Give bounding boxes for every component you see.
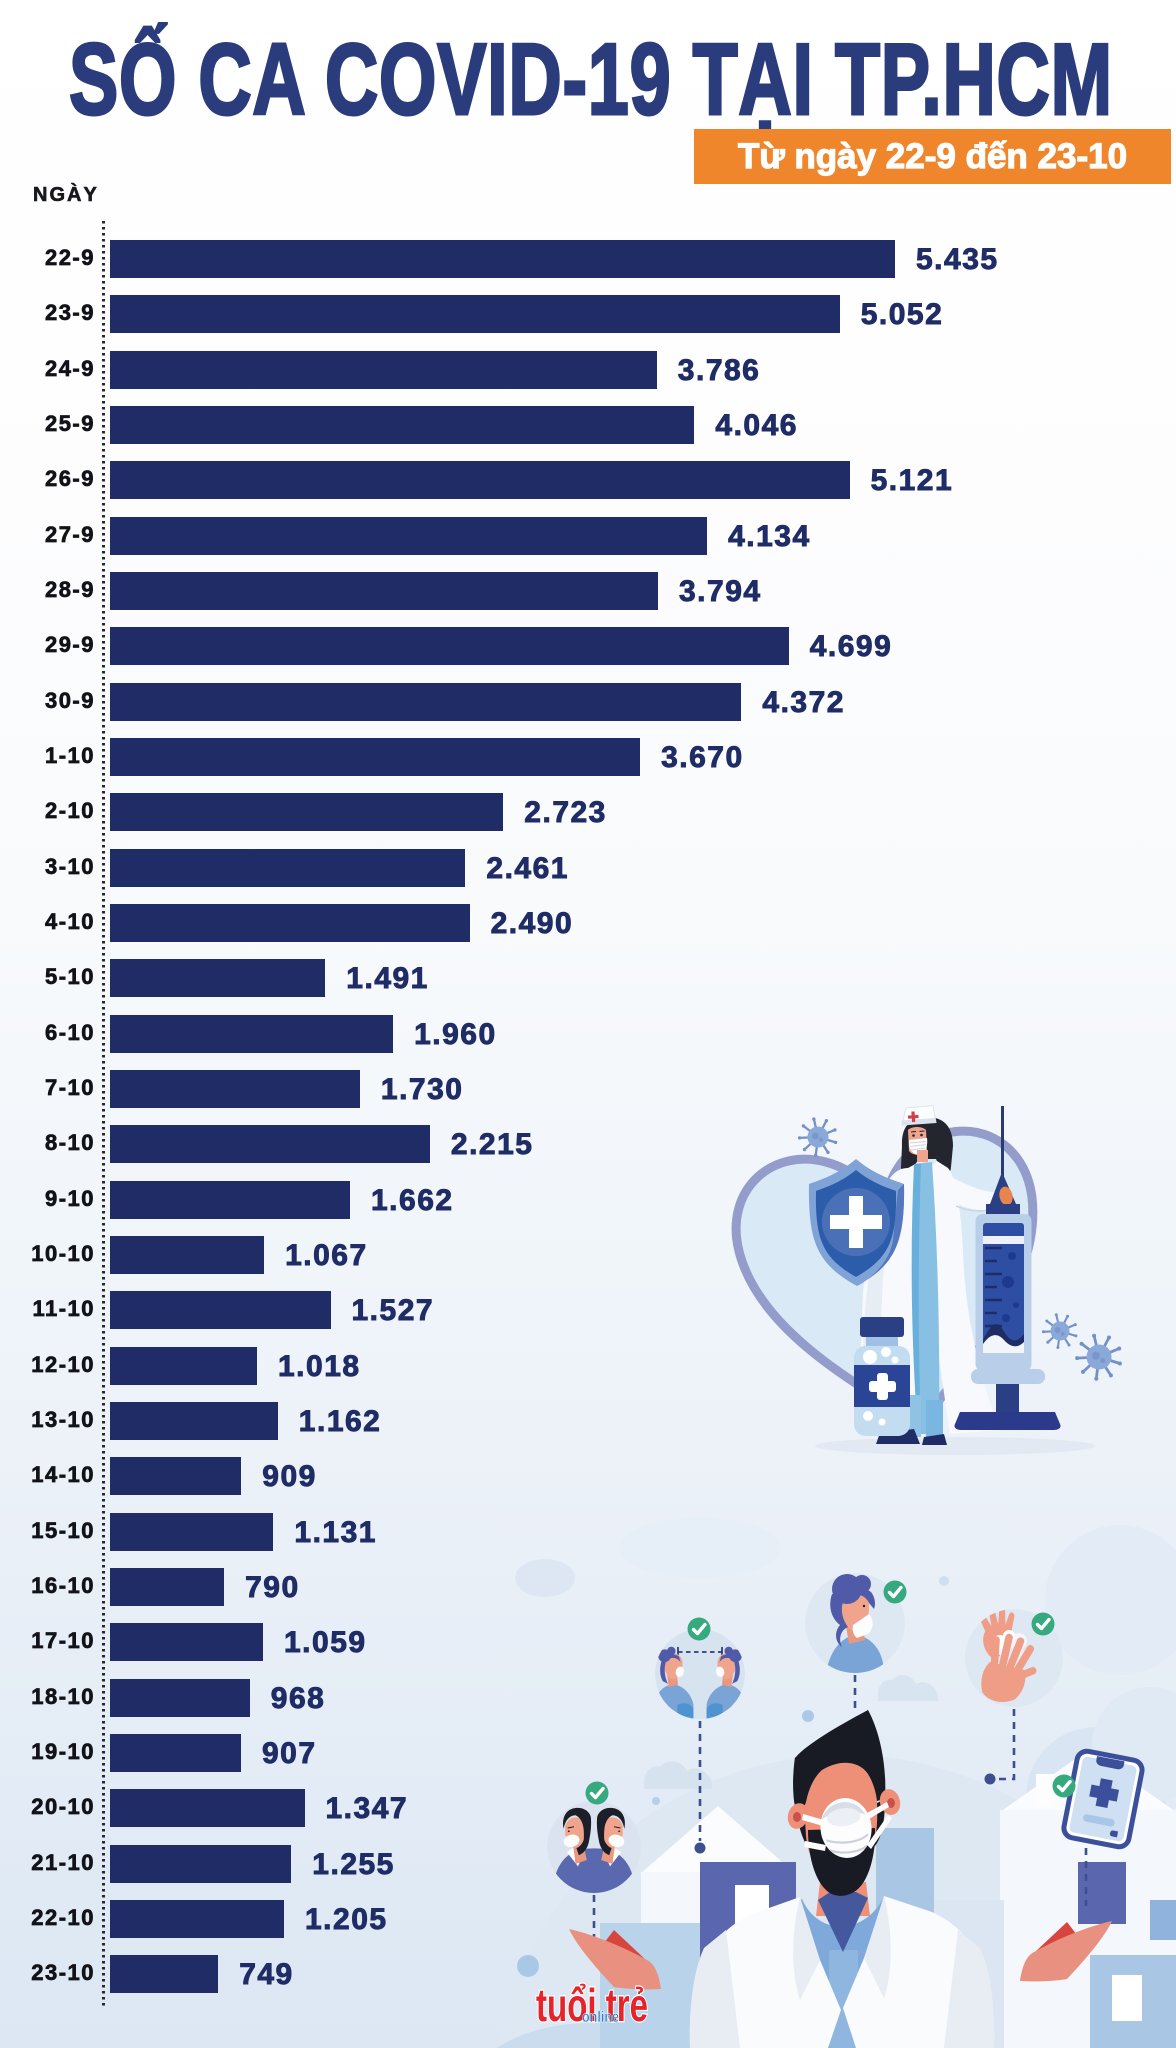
svg-text:tuổi trẻ: tuổi trẻ xyxy=(536,1979,648,2031)
svg-text:online: online xyxy=(582,2009,619,2026)
